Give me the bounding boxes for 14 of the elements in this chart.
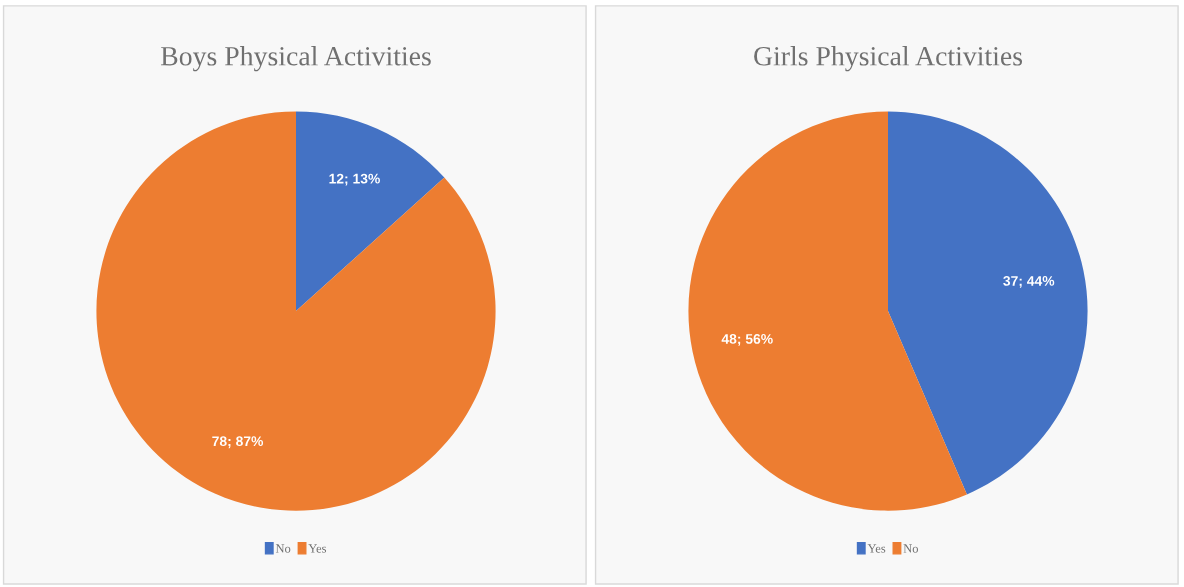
data-label: 48; 56% — [721, 334, 773, 346]
data-label: 37; 44% — [1003, 275, 1055, 288]
pie-slice — [688, 111, 967, 511]
pie-slice — [888, 111, 1088, 495]
pie-slice — [96, 111, 496, 511]
data-label: 12; 13% — [329, 173, 380, 186]
legend-label: No — [275, 544, 291, 553]
chart-title: Girls Physical Activities — [754, 46, 1023, 72]
data-label: 78; 87% — [212, 436, 264, 449]
chart-title: Boys Physical Activities — [160, 46, 431, 72]
legend-label: Yes — [308, 544, 327, 553]
legend-label: No — [903, 544, 919, 553]
pie-slice — [296, 111, 445, 312]
legend-label: Yes — [867, 544, 886, 553]
